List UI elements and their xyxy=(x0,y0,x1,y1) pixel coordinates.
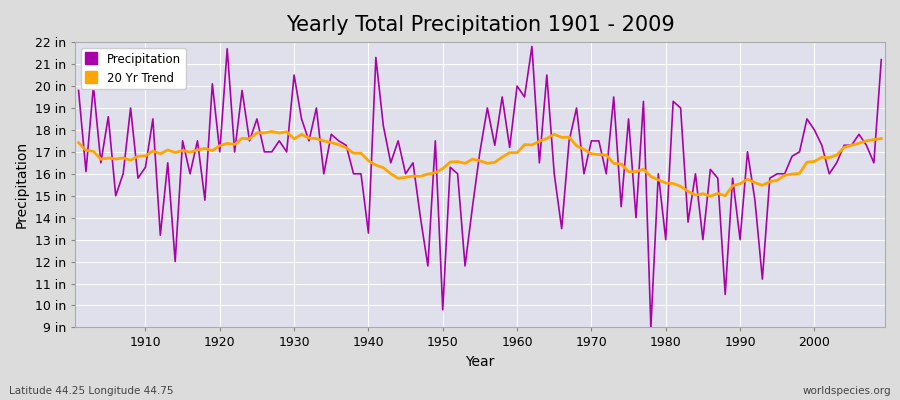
20 Yr Trend xyxy=(519,142,530,147)
Precipitation xyxy=(504,145,515,150)
20 Yr Trend xyxy=(132,154,143,159)
20 Yr Trend xyxy=(348,151,359,156)
20 Yr Trend xyxy=(266,129,277,134)
Y-axis label: Precipitation: Precipitation xyxy=(15,141,29,228)
20 Yr Trend xyxy=(303,136,314,140)
Precipitation xyxy=(645,325,656,330)
Title: Yearly Total Precipitation 1901 - 2009: Yearly Total Precipitation 1901 - 2009 xyxy=(285,15,674,35)
Precipitation xyxy=(73,88,84,93)
Line: Precipitation: Precipitation xyxy=(78,46,881,328)
Precipitation xyxy=(608,94,619,99)
X-axis label: Year: Year xyxy=(465,355,495,369)
Text: worldspecies.org: worldspecies.org xyxy=(803,386,891,396)
Precipitation xyxy=(132,176,143,180)
Precipitation xyxy=(296,116,307,121)
Precipitation xyxy=(526,44,537,49)
20 Yr Trend xyxy=(876,136,886,141)
Legend: Precipitation, 20 Yr Trend: Precipitation, 20 Yr Trend xyxy=(81,48,185,89)
20 Yr Trend xyxy=(705,194,716,199)
Precipitation xyxy=(341,143,352,148)
Precipitation xyxy=(512,84,523,88)
20 Yr Trend xyxy=(73,140,84,145)
Text: Latitude 44.25 Longitude 44.75: Latitude 44.25 Longitude 44.75 xyxy=(9,386,174,396)
Precipitation xyxy=(876,57,886,62)
Line: 20 Yr Trend: 20 Yr Trend xyxy=(78,132,881,196)
20 Yr Trend xyxy=(512,150,523,155)
20 Yr Trend xyxy=(608,161,619,166)
